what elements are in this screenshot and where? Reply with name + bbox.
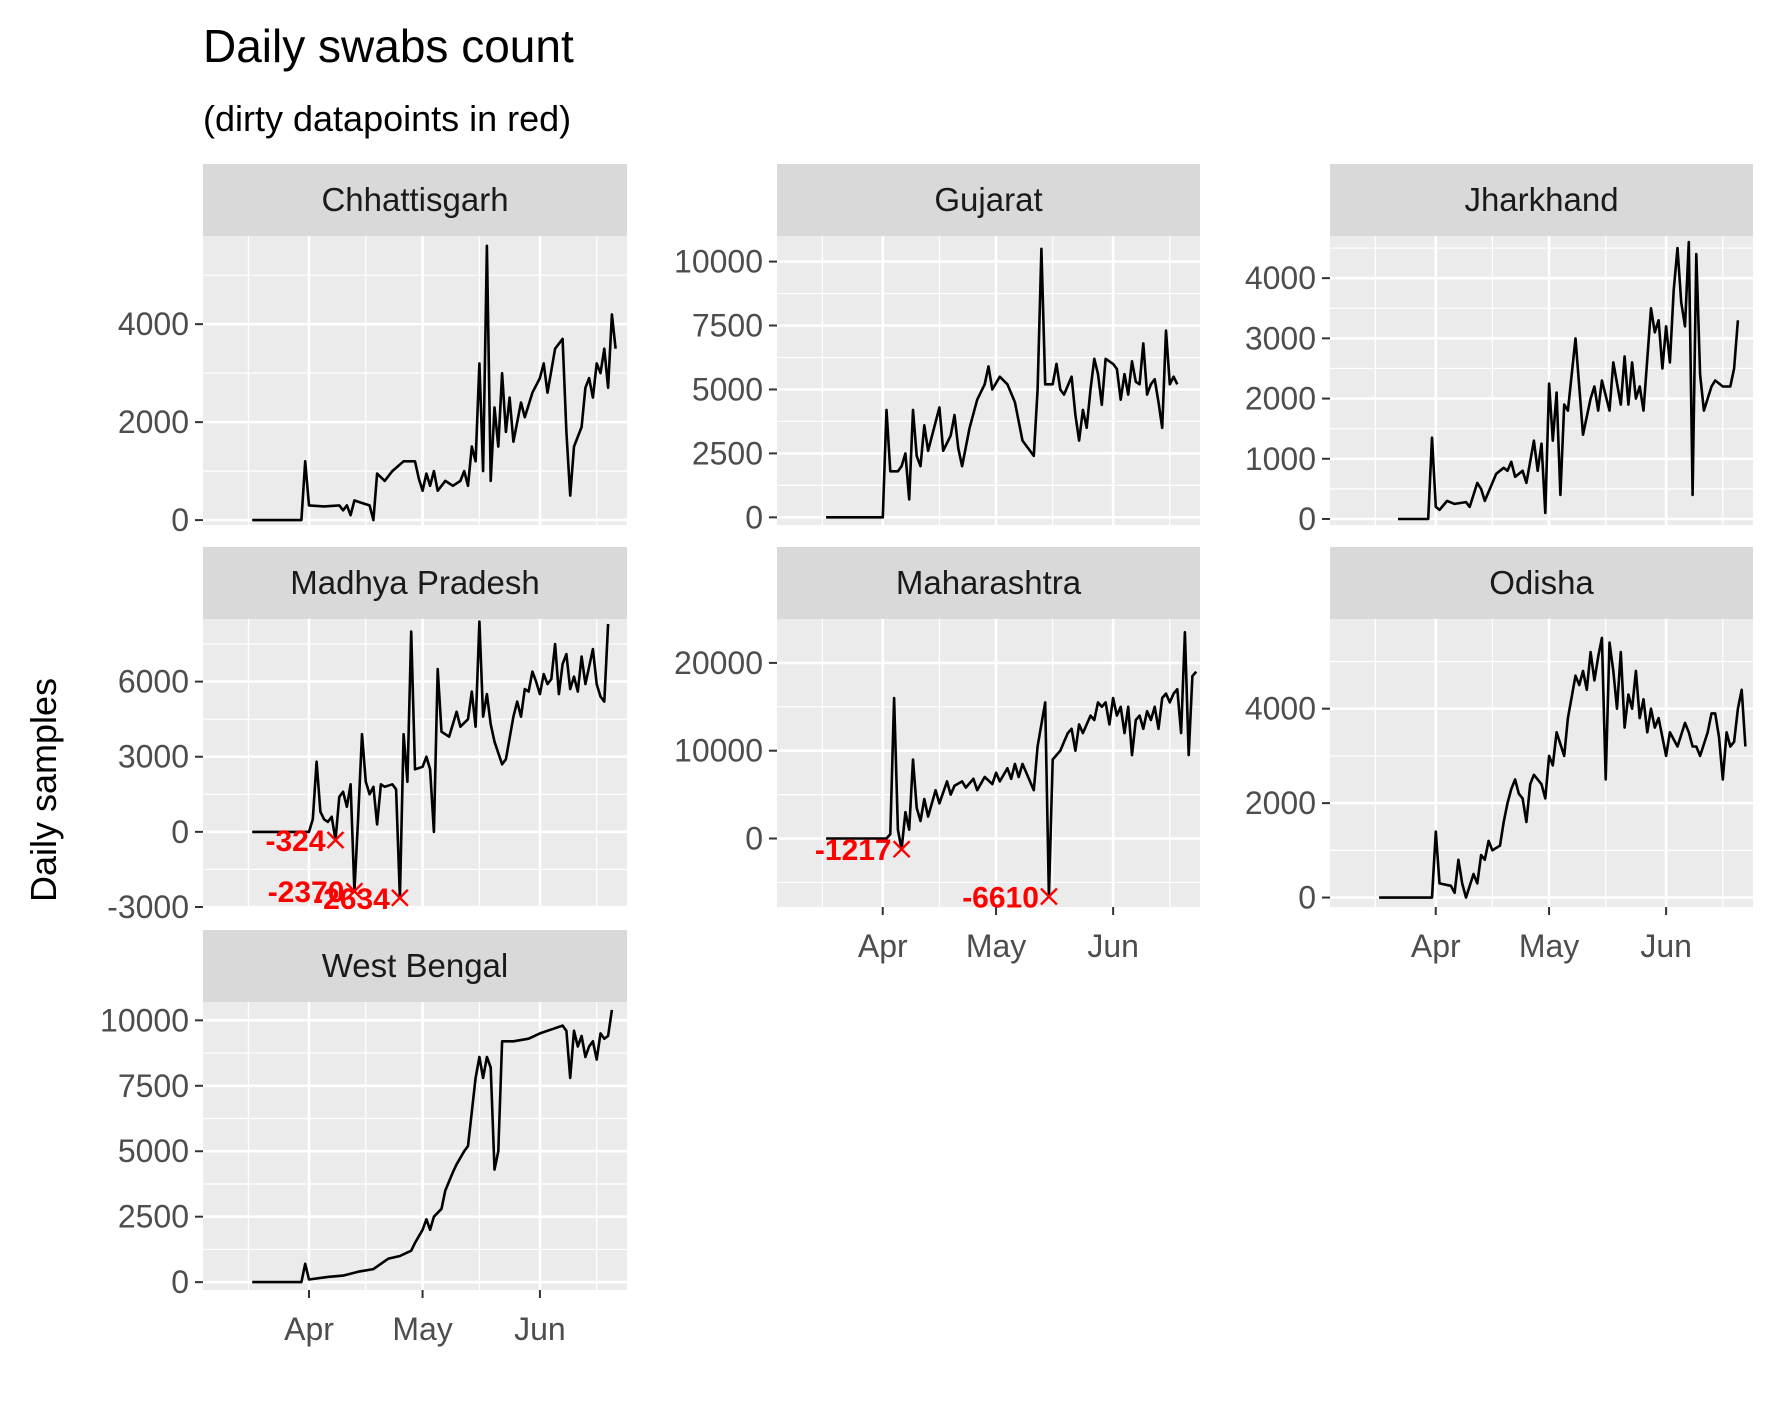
dirty-point-marker: [391, 888, 409, 907]
chart-subtitle: (dirty datapoints in red): [203, 98, 571, 139]
facet-title: Odisha: [1489, 564, 1594, 601]
y-tick-label: 2000: [1245, 381, 1316, 417]
y-tick-label: 0: [1298, 880, 1316, 916]
y-tick-label: 0: [745, 499, 763, 535]
facet-title: West Bengal: [322, 947, 509, 984]
dirty-point-label: -2634: [313, 883, 390, 916]
facet-chhattisgarh: Chhattisgarh 0 2000 4000: [118, 164, 627, 538]
y-tick-label: 7500: [692, 308, 763, 344]
dirty-point-marker: [345, 882, 364, 901]
series-line: [252, 620, 610, 900]
facet-madhya-pradesh: Madhya Pradesh -3000 0 3000 6000 -324 -2370-26…: [107, 547, 627, 925]
x-tick-label: Apr: [284, 1311, 334, 1347]
panel-background: [777, 619, 1200, 907]
facet-strip: [203, 164, 627, 236]
x-tick-label: Jun: [1640, 928, 1692, 964]
series-line: [826, 247, 1179, 519]
y-tick-label: 0: [745, 821, 763, 857]
facet-west-bengal: West Bengal 0 2500 5000 7500 10000 Apr May Jun: [100, 930, 627, 1347]
facet-maharashtra: Maharashtra 0 10000 20000 Apr May Jun -1217 -661…: [674, 547, 1200, 964]
y-tick-label: 10000: [674, 244, 763, 280]
y-tick-label: 0: [1298, 501, 1316, 537]
y-tick-label: 2000: [1245, 785, 1316, 821]
y-tick-label: 4000: [1245, 691, 1316, 727]
y-tick-label: 2500: [692, 435, 763, 471]
facet-jharkhand: Jharkhand 0 1000 2000 3000 4000: [1245, 164, 1753, 537]
x-tick-label: Jun: [514, 1311, 566, 1347]
facet-panels: Chhattisgarh 0 2000 4000 Gujarat 0 2500 5000 750…: [100, 164, 1753, 1347]
facet-strip: [777, 547, 1200, 619]
y-axis-title: Daily samples: [23, 678, 64, 902]
facet-title: Gujarat: [934, 181, 1042, 218]
dirty-point-label: -324: [265, 825, 325, 858]
y-tick-label: -3000: [107, 889, 189, 925]
y-tick-label: 5000: [118, 1133, 189, 1169]
series-line: [252, 244, 617, 522]
x-tick-label: May: [1519, 928, 1579, 964]
y-tick-label: 3000: [118, 739, 189, 775]
facet-title: Jharkhand: [1464, 181, 1618, 218]
x-tick-label: Jun: [1087, 928, 1139, 964]
facet-title: Maharashtra: [896, 564, 1082, 601]
y-tick-label: 5000: [692, 371, 763, 407]
y-tick-label: 2000: [118, 404, 189, 440]
facet-title: Madhya Pradesh: [290, 564, 539, 601]
series-line: [1398, 240, 1740, 521]
y-tick-label: 6000: [118, 664, 189, 700]
facet-title: Chhattisgarh: [321, 181, 508, 218]
panel-background: [203, 236, 627, 525]
facet-strip: [203, 547, 627, 619]
panel-background: [203, 1002, 627, 1290]
chart-title: Daily swabs count: [203, 20, 574, 72]
facet-gujarat: Gujarat 0 2500 5000 7500 10000: [674, 164, 1200, 535]
dirty-point-label: -6610: [962, 882, 1039, 915]
x-tick-label: May: [966, 928, 1026, 964]
y-tick-label: 10000: [100, 1002, 189, 1038]
series-line: [252, 1009, 614, 1284]
y-tick-label: 2500: [118, 1199, 189, 1235]
y-tick-label: 0: [171, 814, 189, 850]
panel-background: [1330, 236, 1753, 525]
y-tick-label: 0: [171, 502, 189, 538]
y-tick-label: 10000: [674, 733, 763, 769]
x-tick-label: Apr: [858, 928, 908, 964]
y-tick-label: 7500: [118, 1068, 189, 1104]
dirty-point-marker: [1040, 887, 1058, 906]
panel-background: [1330, 619, 1753, 907]
y-tick-label: 4000: [118, 306, 189, 342]
y-tick-label: 1000: [1245, 441, 1316, 477]
y-tick-label: 0: [171, 1264, 189, 1300]
series-line: [826, 630, 1198, 898]
dirty-point-marker: [326, 831, 345, 849]
facet-odisha: Odisha 0 2000 4000 Apr May Jun: [1245, 547, 1753, 964]
x-tick-label: May: [392, 1311, 452, 1347]
y-tick-label: 3000: [1245, 320, 1316, 356]
y-tick-label: 4000: [1245, 260, 1316, 296]
facet-strip: [1330, 547, 1753, 619]
dirty-point-label: -1217: [815, 834, 892, 867]
dirty-point-marker: [892, 840, 911, 859]
facet-strip: [203, 930, 627, 1002]
y-tick-label: 20000: [674, 645, 763, 681]
series-line: [1379, 636, 1747, 899]
x-tick-label: Apr: [1411, 928, 1461, 964]
facet-strip: [1330, 164, 1753, 236]
facet-strip: [777, 164, 1200, 236]
dirty-point-label: -2370: [268, 876, 345, 909]
